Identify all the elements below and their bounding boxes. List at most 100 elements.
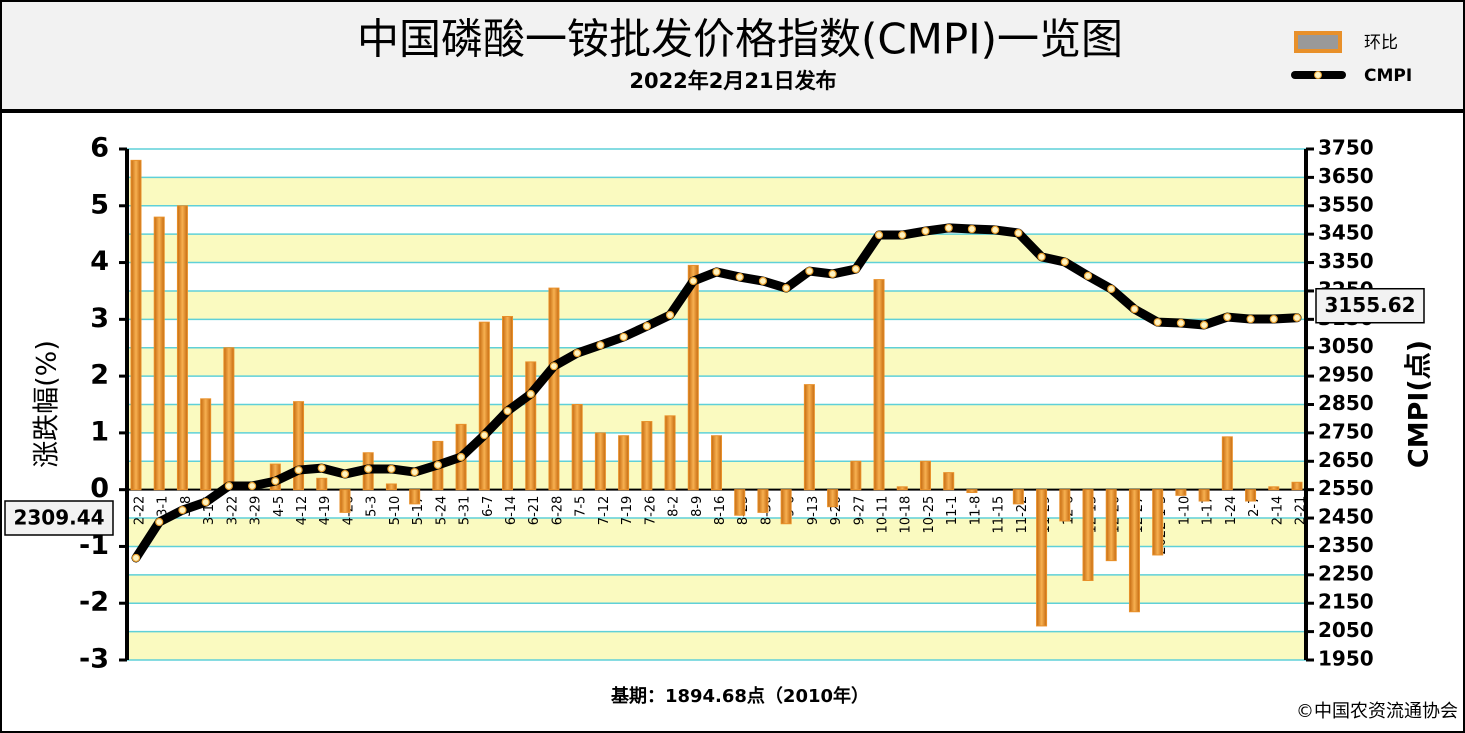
band xyxy=(127,603,1306,632)
line-marker xyxy=(758,276,768,286)
y-tick-label: 5 xyxy=(90,189,109,220)
legend-label: 环比 xyxy=(1364,33,1398,53)
y2-tick-label: 2050 xyxy=(1318,618,1374,642)
y2-tick-label: 2550 xyxy=(1318,476,1374,500)
x-tick-label: 11-22 xyxy=(1015,496,1030,534)
x-tick-label: 8-16 xyxy=(713,496,728,526)
band xyxy=(127,290,1306,320)
band xyxy=(127,177,1306,206)
line-marker xyxy=(642,322,651,331)
line-marker xyxy=(851,264,860,274)
bar xyxy=(1245,489,1257,502)
line-marker xyxy=(340,469,350,479)
x-tick-label: 1-24 xyxy=(1224,496,1239,526)
y-axis-title: 涨跌幅(%) xyxy=(32,340,63,468)
bar xyxy=(687,264,699,491)
band xyxy=(127,149,1306,178)
y-tick-label: -2 xyxy=(79,587,109,618)
bar xyxy=(1012,489,1024,505)
bar xyxy=(1059,489,1071,522)
chart-title: 中国磷酸一铵批发价格指数(CMPI)一览图 xyxy=(357,15,1123,64)
y2-tick-label: 2650 xyxy=(1318,448,1374,472)
x-tick-label: 5-3 xyxy=(365,496,380,517)
bar xyxy=(1175,489,1187,496)
x-tick-label: 11-1 xyxy=(945,496,960,526)
x-tick-label: 11-15 xyxy=(992,496,1007,534)
line-marker xyxy=(364,464,373,474)
line-marker xyxy=(248,481,257,491)
x-tick-label: 6-14 xyxy=(504,496,519,526)
band xyxy=(127,319,1306,348)
band xyxy=(127,404,1306,433)
bar xyxy=(873,279,885,491)
line-marker xyxy=(596,341,605,350)
x-tick-label: 5-31 xyxy=(458,496,473,526)
bar xyxy=(339,489,351,513)
y-tick-label: 6 xyxy=(90,133,109,164)
x-tick-label: 1-10 xyxy=(1177,496,1192,526)
line-marker xyxy=(131,553,141,563)
line-marker xyxy=(433,460,442,470)
bar xyxy=(153,216,165,491)
line-marker xyxy=(294,465,303,475)
y-tick-label: 2 xyxy=(90,360,109,391)
y2-tick-label: 2250 xyxy=(1318,561,1374,585)
x-tick-label: 5-24 xyxy=(434,496,449,526)
legend-swatch-bar xyxy=(1294,31,1342,53)
value-label: 3155.62 xyxy=(1324,293,1415,317)
line-marker xyxy=(1223,312,1232,322)
line-marker xyxy=(1269,314,1278,324)
line-marker xyxy=(665,310,675,320)
bar xyxy=(130,159,142,491)
line-marker xyxy=(619,332,628,342)
bar xyxy=(385,483,397,491)
bar xyxy=(571,404,583,491)
bar xyxy=(803,384,815,491)
y2-tick-label: 3550 xyxy=(1318,192,1374,216)
line-marker xyxy=(410,467,419,477)
y2-tick-label: 2850 xyxy=(1318,391,1374,415)
line-marker xyxy=(178,506,187,515)
value-label-box xyxy=(4,500,114,536)
line-marker xyxy=(1200,320,1209,330)
bar xyxy=(1198,489,1210,502)
y2-tick-label: 2750 xyxy=(1318,419,1374,443)
band xyxy=(127,376,1306,405)
x-tick-label: 2-14 xyxy=(1270,496,1285,526)
y2-tick-label: 2450 xyxy=(1318,505,1374,529)
x-tick-label: 9-27 xyxy=(852,496,867,526)
bar xyxy=(316,477,328,491)
line-marker xyxy=(526,389,535,399)
bar xyxy=(1036,489,1048,627)
y2-tick-label: 3450 xyxy=(1318,221,1374,245)
bar xyxy=(896,486,908,491)
y2-tick-label: 3350 xyxy=(1318,249,1374,273)
y-tick-label: 1 xyxy=(90,416,109,447)
x-tick-label: 6-21 xyxy=(527,496,542,526)
line-marker xyxy=(689,276,698,286)
bar xyxy=(757,489,769,513)
bar xyxy=(919,460,931,491)
x-tick-label: 4-5 xyxy=(272,496,287,517)
source: ©中国农资流通协会 xyxy=(1296,701,1458,722)
x-tick-label: 7-26 xyxy=(643,496,658,526)
line-marker xyxy=(967,224,977,234)
line-marker xyxy=(1107,284,1116,294)
bar xyxy=(409,489,421,505)
bar xyxy=(223,347,235,491)
line-marker xyxy=(1083,271,1093,280)
line-marker xyxy=(805,266,814,276)
band xyxy=(127,234,1306,263)
bar xyxy=(641,421,653,491)
header xyxy=(0,0,1465,112)
line-marker xyxy=(387,464,396,474)
y2-tick-label: 3050 xyxy=(1318,334,1374,358)
line-marker xyxy=(1014,228,1023,238)
line-marker xyxy=(1060,257,1069,267)
x-tick-label: 10-11 xyxy=(876,496,891,534)
line-marker xyxy=(1292,313,1302,322)
bar xyxy=(548,287,560,491)
line-marker xyxy=(503,406,512,416)
line-marker xyxy=(921,226,930,236)
bar xyxy=(618,435,630,491)
